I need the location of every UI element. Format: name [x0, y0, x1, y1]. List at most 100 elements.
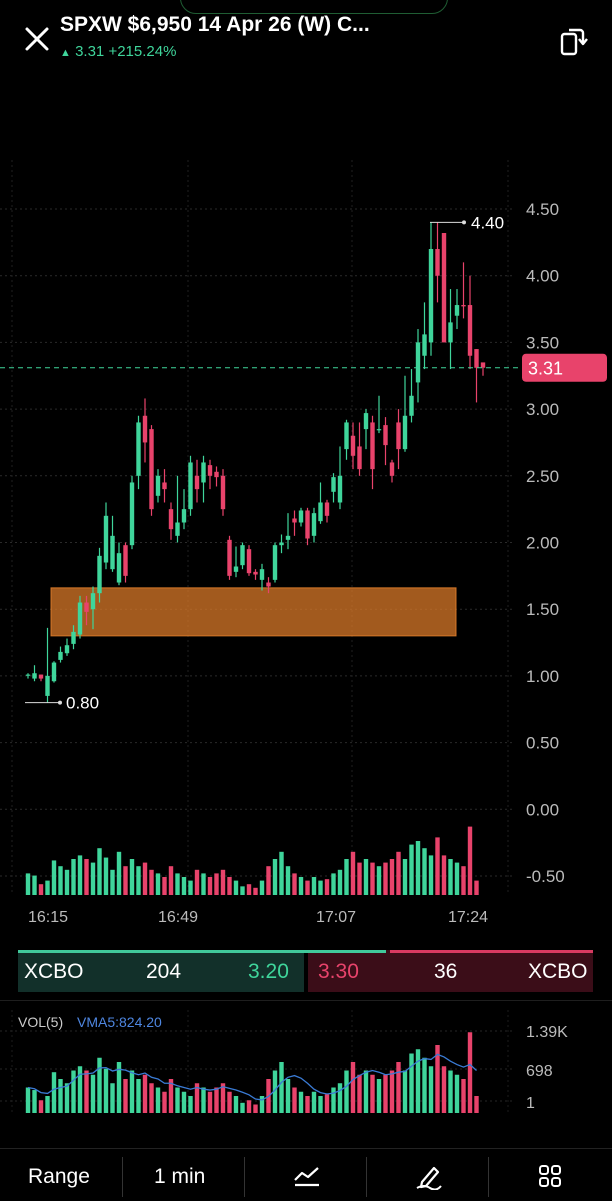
volume-bar: [337, 869, 343, 895]
current-price-label: 3.31: [528, 359, 563, 379]
volume-bar: [32, 875, 37, 895]
candle-body: [90, 593, 96, 610]
indicator-volume-bar: [389, 1070, 395, 1113]
x-tick-label: 17:24: [448, 909, 488, 926]
indicator-volume-bar: [454, 1074, 460, 1113]
ask-box[interactable]: [308, 950, 593, 992]
bid-box[interactable]: [18, 950, 304, 992]
volume-bar: [168, 866, 174, 895]
indicator-volume-bar: [181, 1091, 187, 1113]
rotate-screen-icon[interactable]: [556, 24, 590, 58]
candle-body: [253, 571, 258, 575]
indicator-volume-bar: [227, 1091, 232, 1113]
close-icon[interactable]: [22, 24, 52, 54]
indicator-volume-bar: [474, 1096, 479, 1113]
volume-bar: [363, 859, 369, 895]
candle-body: [188, 462, 193, 510]
draw-tool-icon[interactable]: [414, 1162, 444, 1195]
volume-bar: [272, 859, 278, 895]
candle-body: [298, 510, 304, 523]
y-tick-label: 4.50: [526, 200, 559, 219]
up-arrow-icon: ▲: [60, 47, 71, 59]
indicators-icon[interactable]: [292, 1163, 322, 1194]
top-pill: [180, 0, 448, 14]
candle-body: [370, 422, 375, 470]
volume-bar: [162, 877, 167, 895]
candle-body: [110, 535, 115, 570]
indicator-volume-bar: [90, 1074, 96, 1113]
price-chart[interactable]: 3.31 4.40 0.80 4.50 4.00 3.50 3.00 2.50 2.00 1.5…: [0, 150, 612, 940]
indicator-volume-bar: [415, 1049, 421, 1113]
high-price-label: 4.40: [471, 213, 504, 232]
y-tick-label: 2.00: [526, 534, 559, 553]
volume-indicator-chart[interactable]: VOL(5) VMA5:824.20 1.39K 698 1: [0, 1005, 612, 1145]
volume-bar: [415, 841, 421, 895]
candle-body: [194, 475, 200, 490]
volume-bar: [311, 877, 317, 895]
candle-body: [45, 675, 50, 696]
current-price-tag: [522, 353, 607, 382]
volume-bar: [77, 855, 83, 895]
candle-body: [344, 422, 349, 450]
candle-body: [227, 539, 232, 576]
grid-menu-icon[interactable]: [538, 1164, 562, 1193]
candle-body: [129, 482, 135, 546]
bottom-toolbar: Range 1 min: [0, 1148, 612, 1201]
indicator-volume-bar: [71, 1070, 76, 1113]
candle-body: [415, 342, 421, 383]
indicator-volume-bar: [103, 1068, 109, 1113]
indicator-volume-bar: [396, 1062, 401, 1113]
ask-price: 3.30: [318, 960, 359, 983]
candle-body: [474, 349, 479, 368]
volume-bar: [90, 862, 96, 895]
candle-body: [305, 510, 310, 539]
candle-body: [123, 545, 128, 576]
interval-button[interactable]: 1 min: [154, 1165, 206, 1188]
indicator-volume-bar: [324, 1094, 330, 1113]
x-tick-label: 17:07: [316, 909, 356, 926]
support-zone: [50, 587, 457, 637]
indicator-volume-bar: [428, 1066, 434, 1113]
bid-exchange: XCBO: [24, 960, 84, 983]
percent-change: +215.24%: [108, 43, 177, 60]
candle-body: [168, 509, 174, 530]
bid-ask-bar: XCBO 204 3.20 3.30 36 XCBO: [18, 950, 593, 992]
y-tick-label: 0.50: [526, 734, 559, 753]
volume-bar: [175, 873, 180, 895]
indicator-volume-bar: [350, 1062, 356, 1113]
candle-body: [25, 674, 31, 676]
bid-size: 204: [146, 960, 182, 983]
indicator-volume-bar: [318, 1096, 323, 1113]
indicator-volume-bar: [292, 1087, 297, 1113]
volume-bar: [181, 877, 187, 895]
indicator-volume-bar: [220, 1083, 226, 1113]
volume-bar: [285, 866, 291, 895]
volume-bar: [58, 866, 63, 895]
volume-bar: [428, 855, 434, 895]
volume-bar: [409, 844, 414, 895]
volume-bar: [103, 857, 109, 895]
volume-bar: [448, 859, 453, 895]
candle-body: [181, 509, 187, 523]
volume-bar: [383, 862, 388, 895]
volume-bar: [142, 862, 148, 895]
indicator-volume-bar: [363, 1070, 369, 1113]
candle-body: [396, 422, 401, 450]
candle-body: [435, 249, 440, 276]
indicator-volume-bar: [51, 1072, 57, 1113]
candle-body: [51, 662, 57, 682]
indicator-volume-bar: [376, 1079, 382, 1113]
candle-body: [162, 482, 167, 490]
volume-bar: [298, 877, 304, 895]
indicator-volume-bar: [441, 1066, 447, 1113]
indicator-volume-bar: [344, 1070, 349, 1113]
candle-body: [480, 362, 486, 368]
volume-bar: [461, 866, 466, 895]
toolbar-separator: [122, 1157, 123, 1197]
volume-bar: [64, 869, 70, 895]
indicator-volume-bar: [84, 1070, 89, 1113]
range-button[interactable]: Range: [28, 1165, 90, 1188]
candle-body: [350, 435, 356, 456]
volume-bar: [136, 866, 141, 895]
indicator-volume-bar: [201, 1087, 206, 1113]
